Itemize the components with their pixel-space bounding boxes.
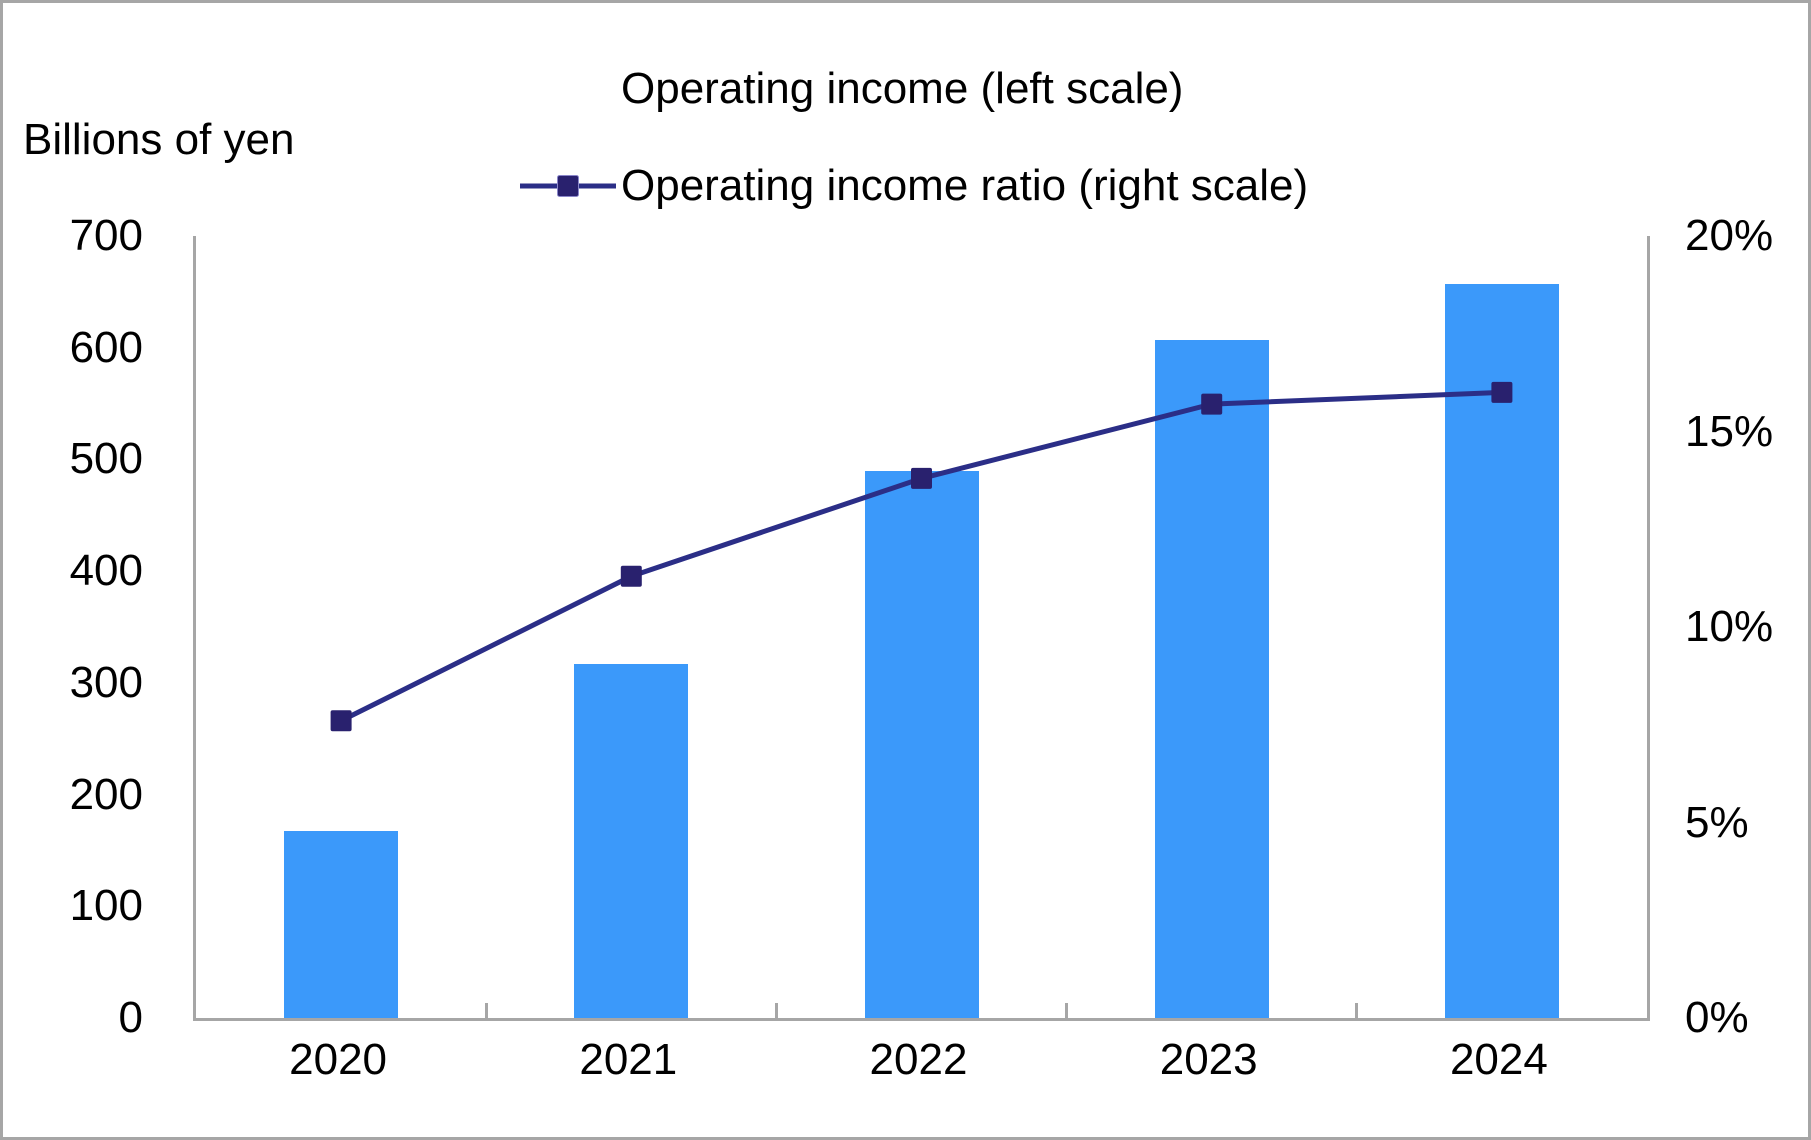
x-axis-label-2022: 2022 [869,1035,968,1084]
x-axis-label-2024: 2024 [1449,1035,1548,1084]
ratio-marker-2022 [911,467,932,489]
bar-2022 [864,470,979,1018]
left-axis-tick-label: 200 [69,769,143,819]
left-axis-tick-label: 300 [69,657,143,707]
x-axis-boundary-tick [1355,1003,1359,1018]
left-axis-tick-label: 600 [69,322,143,372]
x-axis-boundary-tick [1065,1003,1069,1018]
ratio-marker-2020 [330,710,352,732]
bar-2023 [1154,339,1269,1018]
right-axis-tick-label: 15% [1685,406,1774,456]
left-axis-tick-label: 500 [69,434,143,484]
right-axis-tick-label: 5% [1685,797,1749,847]
ratio-line [339,389,1503,724]
left-axis-tick-label: 700 [69,211,143,260]
x-axis-boundary-tick [484,1003,488,1018]
ratio-marker-2024 [1491,381,1513,403]
x-axis-label-2020: 2020 [289,1035,388,1084]
right-axis-tick-label: 20% [1685,211,1774,260]
x-axis-label-2023: 2023 [1159,1035,1258,1084]
x-axis-boundary-tick [774,1003,778,1018]
plot-area [193,236,1650,1021]
ratio-marker-2023 [1201,393,1223,415]
legend-line-marker-icon [520,175,616,197]
right-axis-tick-label: 0% [1685,993,1749,1042]
legend-label-operating-income-ratio: Operating income ratio (right scale) [621,161,1309,210]
legend-bar-swatch-icon [521,78,611,100]
bar-2020 [284,831,399,1018]
left-axis-tick-label: 100 [69,881,143,931]
ratio-line-layer [330,381,1513,732]
plot-inner [196,236,1647,1018]
bar-2021 [574,663,689,1018]
bar-2024 [1444,284,1559,1018]
legend-item-operating-income: Operating income (left scale) [521,63,1183,115]
right-axis-tick-label: 10% [1685,602,1774,651]
x-axis-label-2021: 2021 [579,1035,678,1084]
left-axis-tick-label: 0 [118,993,143,1042]
ratio-marker-2021 [620,565,642,587]
left-axis-tick-label: 400 [69,546,143,596]
legend-item-operating-income-ratio: Operating income ratio (right scale) [518,160,1308,212]
left-axis-title: Billions of yen [23,115,295,164]
legend-label-operating-income: Operating income (left scale) [621,64,1184,113]
